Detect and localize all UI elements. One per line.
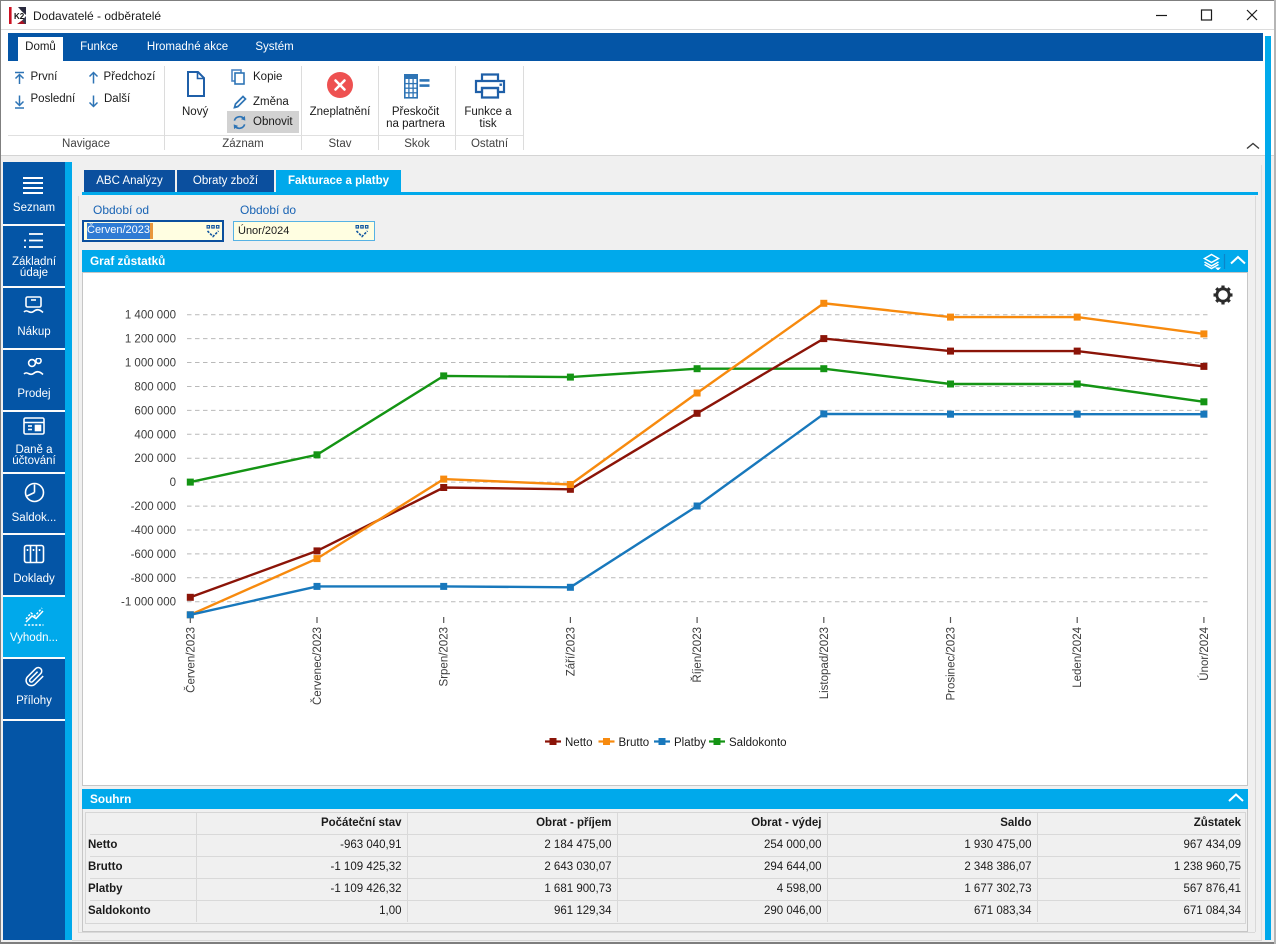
- svg-text:Listopad/2023: Listopad/2023: [819, 627, 831, 699]
- svg-text:Brutto: Brutto: [619, 737, 650, 749]
- svg-text:Prosinec/2023: Prosinec/2023: [946, 627, 958, 701]
- svg-text:Únor/2024: Únor/2024: [1198, 626, 1211, 680]
- svg-text:-400 000: -400 000: [131, 525, 176, 537]
- svg-text:0: 0: [170, 477, 176, 489]
- svg-text:200 000: 200 000: [134, 453, 176, 465]
- svg-text:Netto: Netto: [565, 737, 593, 749]
- svg-text:Říjen/2023: Říjen/2023: [691, 627, 704, 683]
- svg-text:Červenec/2023: Červenec/2023: [311, 627, 324, 705]
- svg-text:-1 000 000: -1 000 000: [121, 597, 176, 609]
- svg-text:800 000: 800 000: [134, 382, 176, 394]
- svg-text:Srpen/2023: Srpen/2023: [439, 627, 451, 686]
- svg-text:600 000: 600 000: [134, 405, 176, 417]
- svg-text:-600 000: -600 000: [131, 549, 176, 561]
- svg-text:Červen/2023: Červen/2023: [184, 627, 197, 693]
- svg-text:1 400 000: 1 400 000: [125, 310, 176, 322]
- svg-text:Leden/2024: Leden/2024: [1072, 626, 1084, 687]
- svg-text:-200 000: -200 000: [131, 501, 176, 513]
- svg-text:K2: K2: [14, 12, 25, 21]
- svg-text:1 200 000: 1 200 000: [125, 334, 176, 346]
- svg-text:-800 000: -800 000: [131, 573, 176, 585]
- svg-text:Saldokonto: Saldokonto: [729, 737, 787, 749]
- svg-text:Září/2023: Září/2023: [565, 627, 577, 676]
- svg-text:Platby: Platby: [674, 737, 706, 749]
- svg-text:1 000 000: 1 000 000: [125, 358, 176, 370]
- svg-text:400 000: 400 000: [134, 429, 176, 441]
